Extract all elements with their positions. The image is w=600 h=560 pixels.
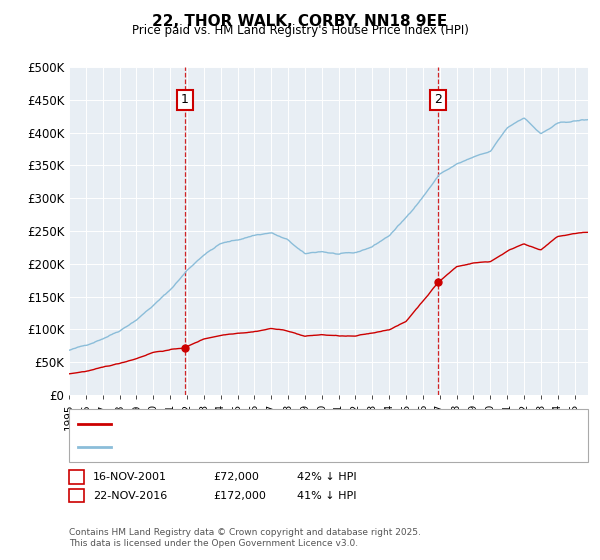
Text: 16-NOV-2001: 16-NOV-2001: [93, 472, 167, 482]
Text: 22-NOV-2016: 22-NOV-2016: [93, 491, 167, 501]
Text: 22, THOR WALK, CORBY, NN18 9EE (detached house): 22, THOR WALK, CORBY, NN18 9EE (detached…: [117, 419, 414, 429]
Text: Contains HM Land Registry data © Crown copyright and database right 2025.
This d: Contains HM Land Registry data © Crown c…: [69, 528, 421, 548]
Text: 1: 1: [73, 472, 80, 482]
Text: 2: 2: [434, 94, 442, 106]
Text: 1: 1: [181, 94, 189, 106]
Text: 42% ↓ HPI: 42% ↓ HPI: [297, 472, 356, 482]
Text: 41% ↓ HPI: 41% ↓ HPI: [297, 491, 356, 501]
Text: HPI: Average price, detached house, North Northamptonshire: HPI: Average price, detached house, Nort…: [117, 442, 460, 452]
Text: £172,000: £172,000: [213, 491, 266, 501]
Text: Price paid vs. HM Land Registry's House Price Index (HPI): Price paid vs. HM Land Registry's House …: [131, 24, 469, 37]
Text: 2: 2: [73, 491, 80, 501]
Text: £72,000: £72,000: [213, 472, 259, 482]
Text: 22, THOR WALK, CORBY, NN18 9EE: 22, THOR WALK, CORBY, NN18 9EE: [152, 14, 448, 29]
